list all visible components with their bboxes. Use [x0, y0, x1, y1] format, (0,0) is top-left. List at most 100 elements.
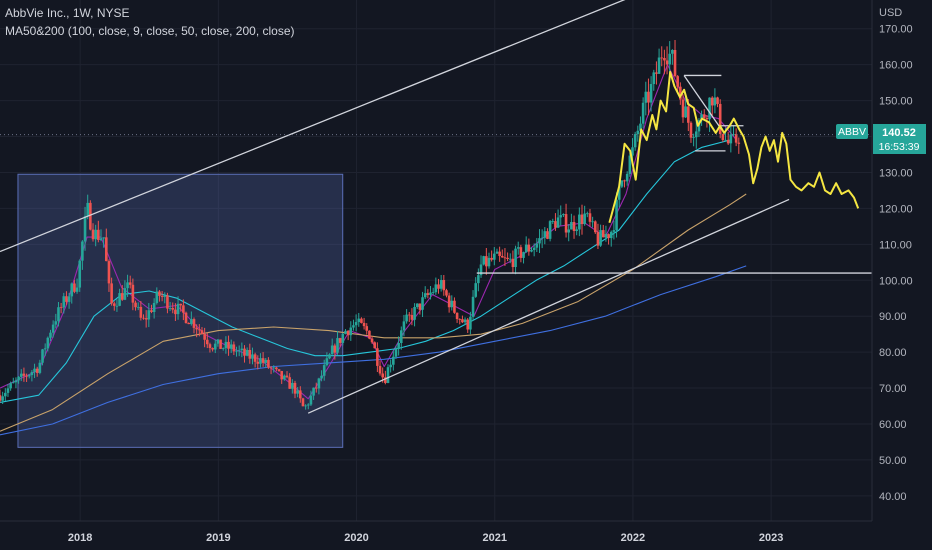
- candle-body: [131, 284, 135, 303]
- candle-body: [211, 348, 214, 350]
- candle-body: [514, 248, 517, 268]
- ma-line-ma200: [0, 265, 747, 436]
- candle-body: [617, 186, 621, 200]
- candle-body: [721, 134, 725, 140]
- candle-body: [296, 390, 299, 394]
- candle-body: [418, 303, 422, 310]
- time-axis[interactable]: 2018 2019 2020 2021 2022 2023: [68, 532, 783, 544]
- candle-body: [447, 295, 451, 308]
- candle-body: [341, 333, 345, 343]
- candle-body: [22, 373, 26, 376]
- y-tick-label: 80.00: [879, 347, 907, 359]
- candle-body: [402, 321, 406, 331]
- candle-body: [86, 202, 89, 217]
- candle-body: [333, 345, 337, 353]
- candle-body: [702, 114, 706, 119]
- candle-body: [692, 137, 695, 139]
- candle-body: [463, 319, 467, 323]
- candle-body: [208, 344, 212, 349]
- candle-body: [105, 237, 108, 262]
- candle-body: [718, 103, 722, 135]
- candle-body: [245, 349, 249, 356]
- candle-body: [729, 134, 733, 144]
- projection-line: [608, 70, 860, 224]
- candle-body: [689, 122, 693, 138]
- candle-body: [1, 396, 4, 401]
- candle-body: [301, 398, 305, 407]
- candle-body: [248, 349, 252, 359]
- candle-body: [399, 330, 403, 344]
- candle-body: [272, 367, 276, 369]
- price-axis[interactable]: USD 170.00160.00150.00140.00130.00120.00…: [879, 7, 913, 503]
- candle-body: [81, 241, 84, 261]
- price-tag: ABBV 140.52 16:53:39: [836, 124, 926, 154]
- candle-body: [384, 377, 387, 383]
- candle-body: [83, 216, 87, 242]
- candle-body: [461, 319, 464, 323]
- candle-body: [567, 229, 571, 233]
- candle-body: [78, 260, 82, 288]
- candle-body: [187, 323, 190, 325]
- candle-body: [237, 350, 241, 351]
- candle-body: [673, 49, 677, 77]
- candle-body: [349, 327, 353, 336]
- candle-body: [166, 295, 169, 309]
- candle-body: [586, 213, 589, 215]
- candle-body: [426, 293, 430, 295]
- candle-body: [299, 390, 302, 399]
- candle-body: [493, 253, 496, 260]
- y-tick-label: 120.00: [879, 203, 913, 215]
- indicator-legend[interactable]: MA50&200 (100, close, 9, close, 50, clos…: [5, 24, 295, 38]
- candle-body: [27, 375, 31, 377]
- candle-body: [373, 342, 377, 349]
- candle-body: [439, 280, 443, 289]
- candle-body: [503, 257, 507, 259]
- candle-body: [652, 72, 656, 85]
- candle-body: [641, 102, 645, 124]
- candle-body: [437, 284, 440, 289]
- candle-body: [200, 330, 204, 335]
- candle-body: [708, 97, 711, 120]
- candle-body: [620, 180, 624, 187]
- ticker-label: ABBV: [838, 126, 866, 138]
- candle-body: [336, 338, 339, 353]
- x-tick-label: 2022: [621, 532, 645, 544]
- candle-body: [474, 283, 478, 297]
- candle-body: [732, 133, 735, 135]
- candle-body: [190, 319, 193, 325]
- candle-body: [314, 387, 318, 389]
- candle-body: [593, 221, 597, 233]
- candle-body: [33, 368, 36, 373]
- candle-body: [41, 349, 44, 363]
- candle-body: [713, 97, 717, 106]
- candle-body: [554, 221, 557, 228]
- candle-body: [386, 367, 390, 383]
- candle-body: [0, 395, 2, 401]
- candle-body: [365, 326, 369, 331]
- candle-body: [660, 57, 664, 59]
- candle-body: [123, 288, 127, 300]
- candle-body: [570, 222, 573, 230]
- candle-body: [607, 234, 610, 239]
- candle-body: [179, 303, 183, 306]
- y-tick-label: 50.00: [879, 455, 907, 467]
- candle-body: [495, 251, 499, 254]
- candle-body: [453, 300, 456, 313]
- candle-body: [657, 57, 661, 74]
- candle-body: [477, 275, 480, 284]
- candle-body: [655, 72, 658, 74]
- candle-body: [559, 215, 563, 218]
- candle-body: [107, 261, 111, 284]
- x-tick-label: 2023: [759, 532, 783, 544]
- candle-body: [51, 324, 55, 333]
- candle-body: [466, 319, 470, 330]
- candle-body: [572, 222, 576, 231]
- candle-body: [328, 354, 331, 359]
- candle-body: [176, 303, 180, 315]
- candle-body: [519, 247, 523, 258]
- candle-body: [62, 296, 66, 308]
- chart-title: AbbVie Inc., 1W, NYSE: [5, 6, 130, 20]
- candle-body: [288, 377, 291, 389]
- candle-body: [636, 130, 640, 135]
